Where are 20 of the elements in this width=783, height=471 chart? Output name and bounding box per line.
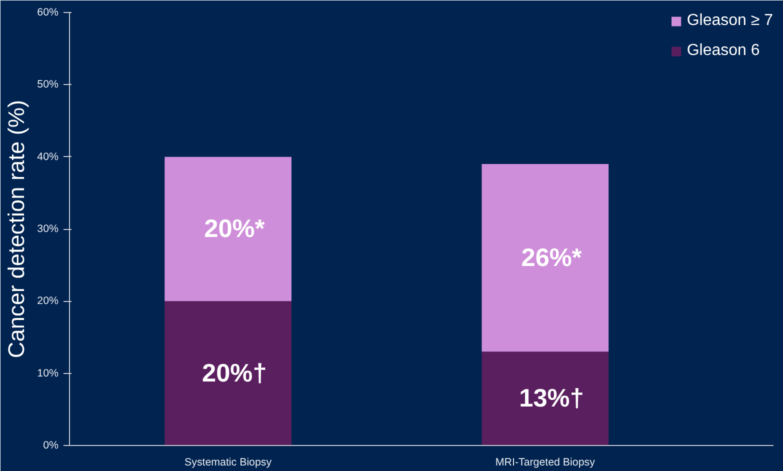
data-label: 13%† (519, 384, 584, 413)
y-axis-title: Cancer detection rate (%) (3, 100, 30, 358)
data-label: 20%† (202, 359, 267, 388)
x-tick-label: Systematic Biopsy (184, 456, 272, 468)
y-tick-label: 40% (37, 150, 60, 163)
y-tick-label: 60% (37, 6, 60, 18)
data-label: 26%* (521, 244, 582, 272)
bar (482, 164, 609, 352)
legend-label: Gleason 6 (686, 42, 760, 60)
data-label: 20%* (204, 215, 265, 243)
bar (164, 156, 292, 302)
y-tick-label: 20% (37, 295, 60, 308)
y-tick-label: 30% (37, 223, 60, 235)
y-tick-label: 10% (37, 367, 60, 380)
y-tick-label: 50% (37, 78, 60, 91)
bar (164, 301, 292, 446)
x-tick-label: MRI-Targeted Biopsy (495, 456, 596, 468)
legend-label: Gleason ≥ 7 (686, 12, 773, 30)
bar (482, 352, 609, 446)
y-tick-label: 0% (43, 440, 60, 452)
